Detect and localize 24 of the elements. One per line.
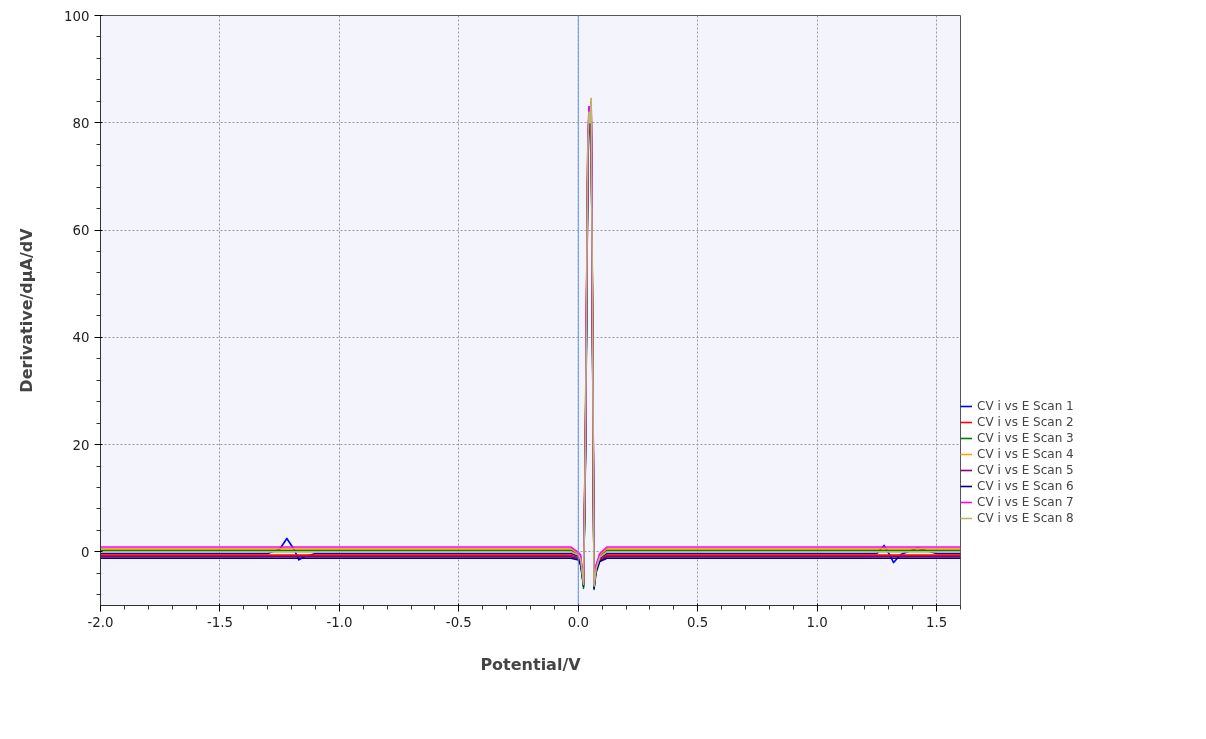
legend-label: CV i vs E Scan 3 <box>977 431 1074 445</box>
x-axis-title: Potential/V <box>480 654 582 674</box>
x-tick-label: 0.5 <box>687 614 709 630</box>
x-tick-label: -2.0 <box>87 614 114 630</box>
y-tick-label: 80 <box>72 115 90 131</box>
y-axis-title: Derivative/dµA/dV <box>17 227 37 393</box>
x-tick-label: 0.0 <box>567 614 589 630</box>
x-tick-label: 1.5 <box>926 614 948 630</box>
x-tick-label: 1.0 <box>806 614 828 630</box>
legend-label: CV i vs E Scan 1 <box>977 399 1074 413</box>
legend-label: CV i vs E Scan 2 <box>977 415 1074 429</box>
y-tick-label: 20 <box>72 437 90 453</box>
y-tick-label: 100 <box>64 8 90 24</box>
legend-label: CV i vs E Scan 8 <box>977 511 1074 525</box>
legend-label: CV i vs E Scan 4 <box>977 447 1074 461</box>
x-tick-label: -0.5 <box>445 614 472 630</box>
x-tick-label: -1.0 <box>326 614 353 630</box>
x-tick-label: -1.5 <box>206 614 233 630</box>
legend-label: CV i vs E Scan 7 <box>977 495 1074 509</box>
y-tick-label: 0 <box>81 544 90 560</box>
legend-label: CV i vs E Scan 5 <box>977 463 1074 477</box>
y-tick-label: 60 <box>72 223 90 239</box>
legend-label: CV i vs E Scan 6 <box>977 479 1074 493</box>
y-tick-label: 40 <box>72 330 90 346</box>
